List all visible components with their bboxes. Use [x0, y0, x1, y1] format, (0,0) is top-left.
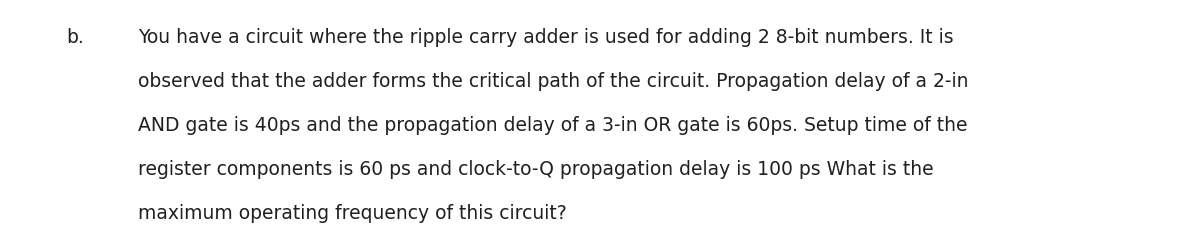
Text: observed that the adder forms the critical path of the circuit. Propagation dela: observed that the adder forms the critic… [138, 72, 968, 91]
Text: AND gate is 40ps and the propagation delay of a 3-in OR gate is 60ps. Setup time: AND gate is 40ps and the propagation del… [138, 116, 967, 134]
Text: You have a circuit where the ripple carry adder is used for adding 2 8-bit numbe: You have a circuit where the ripple carr… [138, 28, 954, 47]
Text: maximum operating frequency of this circuit?: maximum operating frequency of this circ… [138, 203, 566, 222]
Text: register components is 60 ps and clock-to-Q propagation delay is 100 ps What is : register components is 60 ps and clock-t… [138, 159, 934, 178]
Text: b.: b. [66, 28, 84, 47]
